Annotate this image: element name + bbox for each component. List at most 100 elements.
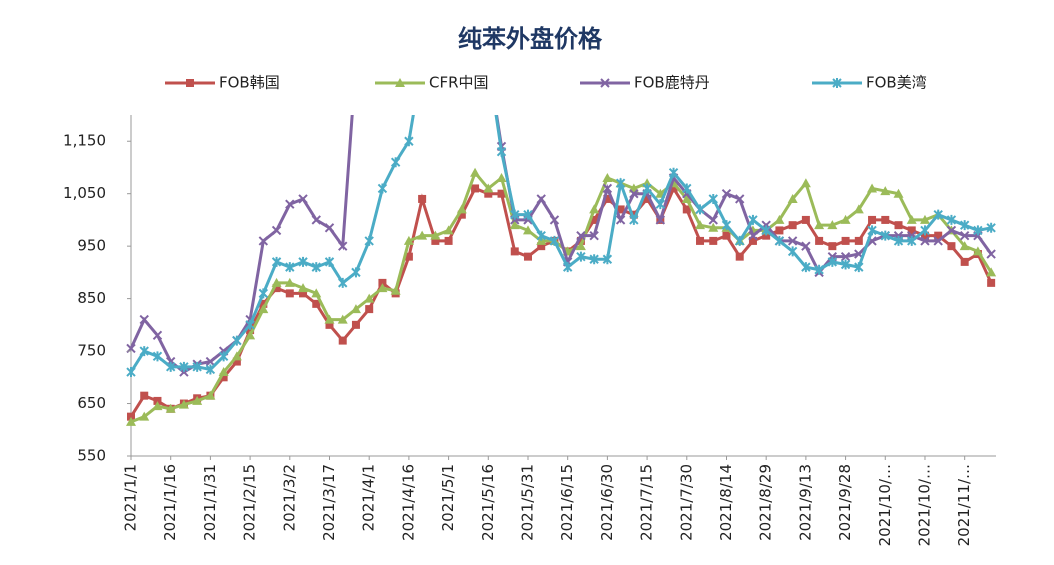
- marker: [325, 320, 334, 329]
- x-tick-label: 2021/1/16: [161, 464, 179, 541]
- marker: [364, 293, 375, 303]
- marker: [629, 214, 639, 225]
- marker: [629, 210, 638, 219]
- x-tick-label: 2021/5/31: [518, 464, 536, 541]
- marker: [815, 236, 824, 245]
- x-tick-label: 2021/3/17: [320, 464, 338, 541]
- x-tick-label: 2021/5/16: [479, 464, 497, 541]
- marker: [218, 367, 229, 377]
- x-tick-label: 2021/4/1: [360, 464, 378, 531]
- marker: [404, 136, 414, 147]
- marker: [232, 335, 242, 346]
- marker: [245, 319, 255, 330]
- marker: [351, 320, 360, 329]
- marker: [484, 59, 492, 67]
- marker: [590, 215, 599, 224]
- marker: [788, 221, 797, 230]
- marker: [445, 58, 453, 68]
- marker: [708, 215, 718, 225]
- marker: [218, 351, 229, 362]
- marker: [405, 59, 413, 67]
- marker: [589, 204, 600, 214]
- marker: [510, 209, 520, 220]
- marker: [471, 58, 479, 68]
- marker: [946, 214, 957, 225]
- marker: [986, 249, 996, 259]
- marker: [431, 236, 440, 245]
- marker: [351, 267, 361, 278]
- marker: [603, 194, 612, 203]
- marker: [139, 346, 149, 357]
- legend-label: FOB鹿特丹: [634, 74, 710, 92]
- marker: [417, 230, 428, 240]
- marker: [285, 262, 295, 273]
- series-line: [130, 169, 993, 424]
- marker: [960, 257, 969, 266]
- marker: [285, 199, 295, 209]
- marker: [801, 262, 811, 273]
- marker: [722, 231, 731, 240]
- marker: [576, 230, 586, 241]
- y-tick-label: 1,150: [63, 132, 106, 150]
- marker: [457, 210, 466, 219]
- marker: [549, 235, 560, 246]
- marker: [600, 78, 610, 88]
- marker: [390, 157, 401, 168]
- marker: [946, 225, 957, 236]
- marker: [165, 403, 176, 413]
- marker: [681, 193, 692, 203]
- x-tick-label: 2021/6/30: [598, 464, 616, 541]
- marker: [536, 194, 546, 204]
- marker: [668, 167, 679, 178]
- marker: [443, 225, 454, 235]
- x-tick-label: 2021/2/15: [241, 464, 259, 541]
- series-line: [129, 115, 993, 374]
- marker: [854, 262, 864, 273]
- marker: [761, 225, 771, 236]
- marker: [352, 59, 360, 67]
- marker: [589, 254, 599, 265]
- marker: [471, 59, 479, 67]
- marker: [246, 326, 255, 335]
- x-tick-label: 2021/10/…: [915, 464, 933, 546]
- marker: [642, 183, 652, 194]
- marker: [140, 391, 149, 400]
- marker: [192, 395, 203, 405]
- marker: [853, 204, 864, 214]
- x-tick-label: 2021/3/2: [280, 464, 298, 531]
- marker: [828, 242, 837, 251]
- marker: [616, 205, 625, 214]
- marker: [311, 288, 322, 298]
- marker: [708, 222, 719, 232]
- marker: [655, 199, 666, 210]
- marker: [893, 188, 904, 198]
- y-tick-label: 850: [77, 289, 106, 307]
- marker: [458, 59, 466, 67]
- marker: [643, 194, 652, 203]
- marker: [655, 215, 666, 225]
- marker: [575, 241, 586, 251]
- legend-label: CFR中国: [429, 74, 489, 92]
- marker: [165, 361, 176, 372]
- marker: [152, 330, 163, 341]
- chart-title: 纯苯外盘价格: [458, 25, 603, 53]
- marker: [470, 167, 481, 177]
- marker: [814, 264, 824, 275]
- marker: [378, 85, 386, 93]
- marker: [271, 256, 282, 267]
- marker: [682, 183, 692, 194]
- marker: [232, 357, 241, 366]
- marker: [615, 178, 626, 189]
- marker: [311, 262, 321, 273]
- legend-label: FOB韩国: [219, 74, 280, 92]
- marker: [933, 209, 943, 220]
- marker: [258, 304, 269, 314]
- marker: [377, 283, 388, 293]
- marker: [312, 299, 321, 308]
- x-tick-label: 2021/1/1: [122, 464, 140, 531]
- marker: [418, 194, 427, 203]
- marker: [986, 222, 996, 233]
- marker: [483, 183, 494, 193]
- marker: [920, 225, 930, 236]
- marker: [800, 178, 811, 188]
